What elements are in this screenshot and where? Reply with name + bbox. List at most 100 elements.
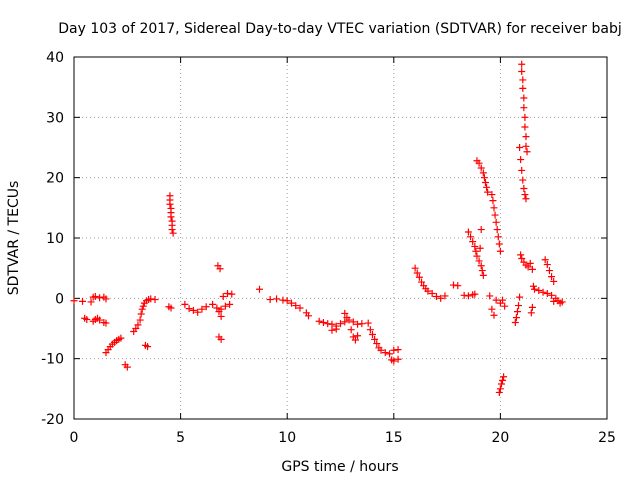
y-tick-label: -10 — [41, 352, 64, 368]
data-point — [491, 211, 499, 219]
data-point — [139, 302, 147, 310]
data-point — [371, 335, 379, 343]
data-point — [528, 303, 536, 311]
data-point — [354, 320, 362, 328]
data-point — [413, 269, 421, 277]
data-point — [488, 305, 496, 313]
data-point — [516, 144, 524, 151]
data-point — [228, 290, 236, 298]
data-point — [117, 334, 125, 342]
data-point — [558, 298, 566, 306]
data-point — [79, 297, 87, 305]
data-point — [87, 298, 95, 306]
data-point — [215, 308, 223, 316]
data-point — [91, 293, 99, 301]
data-point — [347, 326, 355, 334]
data-point — [279, 296, 287, 304]
data-point — [483, 183, 491, 191]
y-axis-label: SDTVAR / TECUs — [6, 181, 22, 296]
y-tick-label: 20 — [46, 171, 64, 187]
data-point — [273, 295, 281, 303]
data-point — [493, 226, 501, 234]
data-point — [541, 256, 549, 264]
data-point — [489, 197, 497, 205]
x-tick-label: 15 — [385, 430, 403, 446]
data-point — [543, 290, 551, 298]
ticks-layer: 0 5 10 15 20 25 -20 -10 0 10 20 30 40 — [41, 50, 616, 446]
data-point — [469, 238, 477, 246]
data-point — [535, 286, 543, 294]
data-point — [545, 267, 553, 275]
data-point — [415, 273, 423, 281]
data-point — [518, 60, 526, 68]
data-point — [169, 229, 177, 237]
data-point — [519, 176, 527, 184]
data-point — [358, 320, 366, 328]
data-points — [70, 60, 566, 396]
chart-title: Day 103 of 2017, Sidereal Day-to-day VTE… — [58, 21, 621, 37]
data-point — [522, 142, 530, 150]
y-tick-label: 0 — [55, 291, 64, 307]
data-point — [490, 311, 498, 319]
data-point — [478, 267, 486, 275]
data-point — [132, 325, 140, 332]
data-point — [305, 312, 313, 320]
x-tick-label: 0 — [70, 430, 79, 446]
data-point — [137, 310, 145, 318]
x-tick-label: 10 — [278, 430, 296, 446]
data-point — [496, 385, 504, 393]
data-point — [102, 295, 110, 303]
data-point — [475, 257, 483, 265]
data-point — [454, 282, 462, 290]
data-point — [519, 76, 527, 84]
data-point — [517, 251, 525, 259]
data-point — [134, 321, 142, 329]
data-point — [486, 292, 494, 300]
data-point — [475, 159, 483, 167]
data-point — [528, 265, 536, 273]
data-point — [418, 278, 426, 286]
data-point — [479, 169, 487, 177]
data-point — [524, 263, 532, 271]
data-point — [516, 293, 524, 301]
data-point — [437, 294, 445, 302]
data-point — [521, 123, 529, 131]
data-point — [499, 296, 507, 304]
data-point — [354, 332, 362, 340]
data-point — [529, 282, 537, 290]
data-point — [522, 133, 530, 141]
x-tick-label: 5 — [176, 430, 185, 446]
plot-frame — [73, 56, 608, 420]
data-point — [520, 104, 528, 112]
data-point — [96, 316, 104, 324]
data-point — [520, 94, 528, 102]
data-point — [221, 302, 229, 310]
data-point — [511, 318, 519, 326]
data-point — [349, 318, 357, 326]
data-point — [476, 244, 484, 252]
data-point — [497, 380, 505, 388]
data-point — [543, 261, 551, 269]
data-point — [315, 317, 323, 325]
data-point — [515, 302, 523, 310]
data-point — [527, 309, 535, 317]
data-point — [484, 188, 492, 196]
grid-layer — [74, 57, 607, 419]
data-point — [341, 309, 349, 317]
data-point — [332, 325, 340, 333]
data-point — [449, 281, 457, 289]
data-point — [464, 228, 472, 236]
y-tick-label: 30 — [46, 110, 64, 126]
data-point — [517, 156, 525, 164]
data-point — [102, 319, 110, 327]
data-point — [198, 305, 206, 313]
data-point — [521, 113, 529, 121]
data-point — [224, 290, 232, 298]
data-point — [217, 312, 225, 320]
data-point — [521, 191, 529, 199]
data-point — [477, 226, 485, 234]
data-point — [213, 304, 221, 312]
data-point — [424, 287, 432, 295]
data-point — [495, 240, 503, 248]
